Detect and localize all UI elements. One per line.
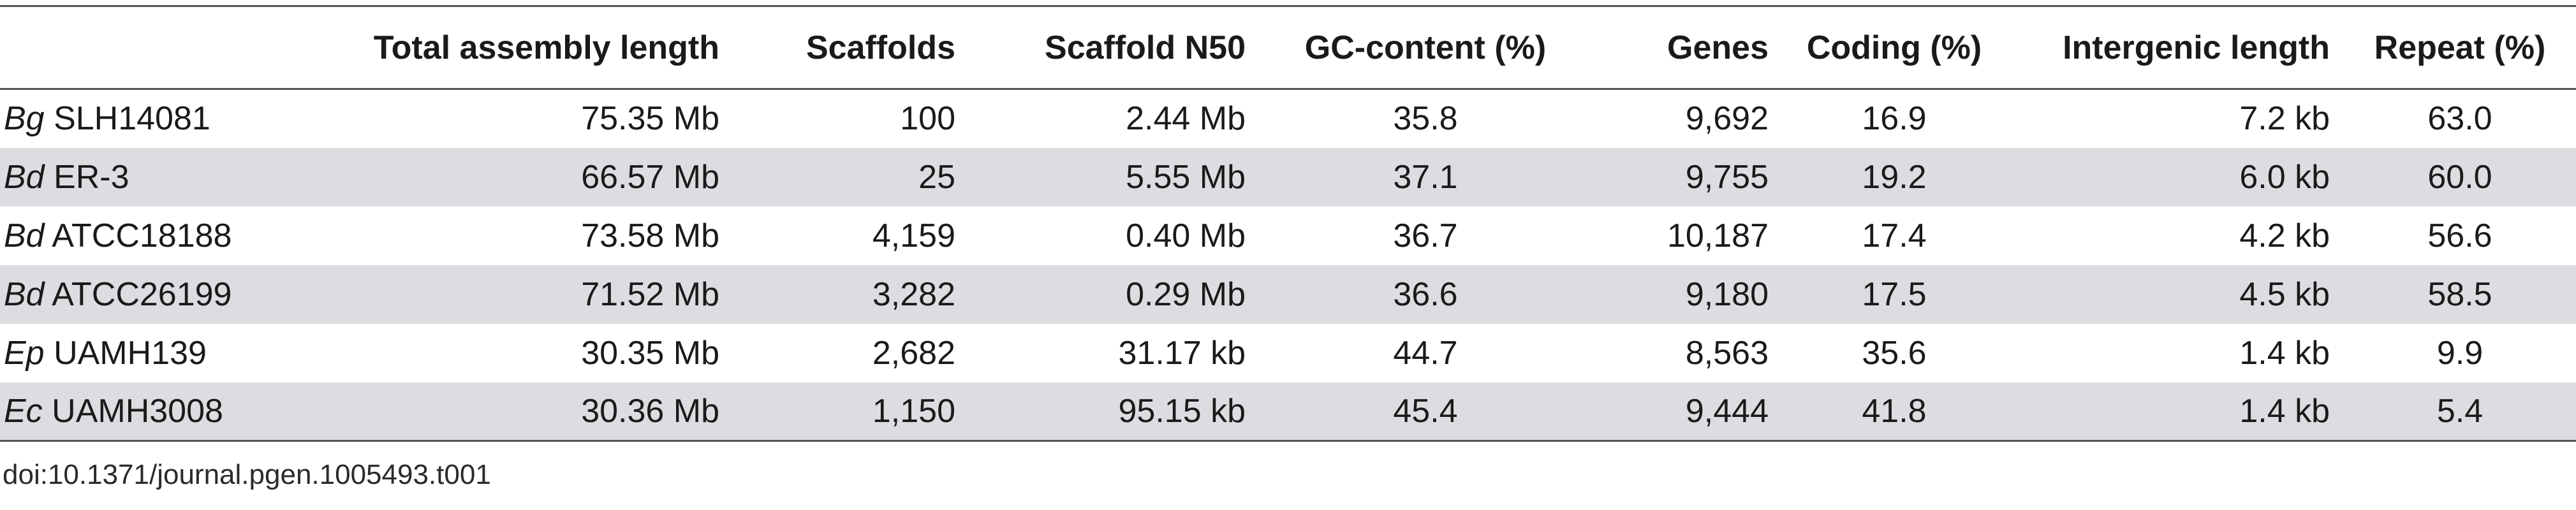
table-row: Bd ATCC26199 71.52 Mb 3,282 0.29 Mb 36.6… bbox=[0, 265, 2576, 324]
gc-cell: 35.8 bbox=[1393, 100, 1458, 138]
species-abbr: Bg bbox=[4, 100, 45, 138]
scaffolds-cell: 25 bbox=[918, 158, 955, 196]
table-row: Bd ATCC18188 73.58 Mb 4,159 0.40 Mb 36.7… bbox=[0, 207, 2576, 265]
table-row: Ep UAMH139 30.35 Mb 2,682 31.17 kb 44.7 … bbox=[0, 324, 2576, 382]
genes-cell: 8,563 bbox=[1685, 334, 1769, 372]
doi-caption: doi:10.1371/journal.pgen.1005493.t001 bbox=[3, 459, 491, 490]
column-header-gc-content: GC-content (%) bbox=[1304, 29, 1547, 66]
strain-name: ATCC26199 bbox=[52, 275, 232, 313]
genes-cell: 9,755 bbox=[1685, 158, 1769, 196]
gc-cell: 37.1 bbox=[1393, 158, 1458, 196]
intergenic-cell: 4.5 kb bbox=[2239, 275, 2330, 313]
strain-name: UAMH139 bbox=[54, 334, 207, 372]
strain-name: SLH14081 bbox=[54, 100, 210, 138]
repeat-cell: 5.4 bbox=[2436, 392, 2484, 430]
n50-cell: 5.55 Mb bbox=[1126, 158, 1246, 196]
column-header-scaffolds: Scaffolds bbox=[806, 29, 955, 66]
repeat-cell: 60.0 bbox=[2427, 158, 2492, 196]
coding-cell: 17.5 bbox=[1862, 275, 1927, 313]
genome-stats-table: Total assembly length Scaffolds Scaffold… bbox=[0, 5, 2576, 442]
species-abbr: Bd bbox=[4, 275, 45, 313]
gc-cell: 44.7 bbox=[1393, 334, 1458, 372]
strain-name: ER-3 bbox=[54, 158, 129, 196]
gc-cell: 45.4 bbox=[1393, 392, 1458, 430]
column-header-total-assembly-length: Total assembly length bbox=[373, 29, 719, 66]
intergenic-cell: 1.4 kb bbox=[2239, 334, 2330, 372]
total-length-cell: 73.58 Mb bbox=[581, 217, 719, 254]
table-row: Ec UAMH3008 30.36 Mb 1,150 95.15 kb 45.4… bbox=[0, 382, 2576, 441]
repeat-cell: 63.0 bbox=[2427, 100, 2492, 138]
n50-cell: 0.40 Mb bbox=[1126, 217, 1246, 254]
strain-cell: Bg SLH14081 bbox=[0, 89, 293, 148]
n50-cell: 0.29 Mb bbox=[1126, 275, 1246, 313]
total-length-cell: 30.36 Mb bbox=[581, 392, 719, 430]
n50-cell: 95.15 kb bbox=[1118, 392, 1246, 430]
column-header-strain bbox=[0, 6, 293, 89]
n50-cell: 2.44 Mb bbox=[1126, 100, 1246, 138]
strain-cell: Ec UAMH3008 bbox=[0, 382, 293, 441]
strain-cell: Bd ATCC18188 bbox=[0, 207, 293, 265]
total-length-cell: 75.35 Mb bbox=[581, 100, 719, 138]
column-header-intergenic-length: Intergenic length bbox=[2063, 29, 2330, 66]
coding-cell: 19.2 bbox=[1862, 158, 1927, 196]
strain-name: ATCC18188 bbox=[52, 217, 232, 254]
intergenic-cell: 1.4 kb bbox=[2239, 392, 2330, 430]
species-abbr: Bd bbox=[4, 158, 45, 196]
coding-cell: 16.9 bbox=[1862, 100, 1927, 138]
strain-cell: Ep UAMH139 bbox=[0, 324, 293, 382]
total-length-cell: 66.57 Mb bbox=[581, 158, 719, 196]
scaffolds-cell: 1,150 bbox=[872, 392, 955, 430]
strain-cell: Bd ER-3 bbox=[0, 148, 293, 207]
scaffolds-cell: 2,682 bbox=[872, 334, 955, 372]
intergenic-cell: 7.2 kb bbox=[2239, 100, 2330, 138]
species-abbr: Ec bbox=[4, 392, 43, 430]
strain-name: UAMH3008 bbox=[52, 392, 223, 430]
total-length-cell: 30.35 Mb bbox=[581, 334, 719, 372]
repeat-cell: 58.5 bbox=[2427, 275, 2492, 313]
coding-cell: 41.8 bbox=[1862, 392, 1927, 430]
table-header-row: Total assembly length Scaffolds Scaffold… bbox=[0, 6, 2576, 89]
repeat-cell: 9.9 bbox=[2436, 334, 2484, 372]
scaffolds-cell: 4,159 bbox=[872, 217, 955, 254]
table-row: Bd ER-3 66.57 Mb 25 5.55 Mb 37.1 9,755 1… bbox=[0, 147, 2576, 207]
total-length-cell: 71.52 Mb bbox=[581, 275, 719, 313]
repeat-cell: 56.6 bbox=[2427, 217, 2492, 254]
coding-cell: 35.6 bbox=[1862, 334, 1927, 372]
scaffolds-cell: 3,282 bbox=[872, 275, 955, 313]
genes-cell: 9,692 bbox=[1685, 100, 1769, 138]
genes-cell: 9,180 bbox=[1685, 275, 1769, 313]
n50-cell: 31.17 kb bbox=[1118, 334, 1246, 372]
column-header-coding: Coding (%) bbox=[1806, 29, 1982, 66]
intergenic-cell: 6.0 kb bbox=[2239, 158, 2330, 196]
gc-cell: 36.7 bbox=[1393, 217, 1458, 254]
genes-cell: 9,444 bbox=[1685, 392, 1769, 430]
gc-cell: 36.6 bbox=[1393, 275, 1458, 313]
intergenic-cell: 4.2 kb bbox=[2239, 217, 2330, 254]
species-abbr: Bd bbox=[4, 217, 45, 254]
genome-stats-table-container: Total assembly length Scaffolds Scaffold… bbox=[0, 5, 2576, 442]
column-header-genes: Genes bbox=[1667, 29, 1769, 66]
column-header-scaffold-n50: Scaffold N50 bbox=[1045, 29, 1246, 66]
genes-cell: 10,187 bbox=[1667, 217, 1769, 254]
species-abbr: Ep bbox=[4, 334, 45, 372]
strain-cell: Bd ATCC26199 bbox=[0, 265, 293, 324]
table-row: Bg SLH14081 75.35 Mb 100 2.44 Mb 35.8 9,… bbox=[0, 89, 2576, 148]
scaffolds-cell: 100 bbox=[900, 100, 955, 138]
column-header-repeat: Repeat (%) bbox=[2374, 29, 2546, 66]
coding-cell: 17.4 bbox=[1862, 217, 1927, 254]
